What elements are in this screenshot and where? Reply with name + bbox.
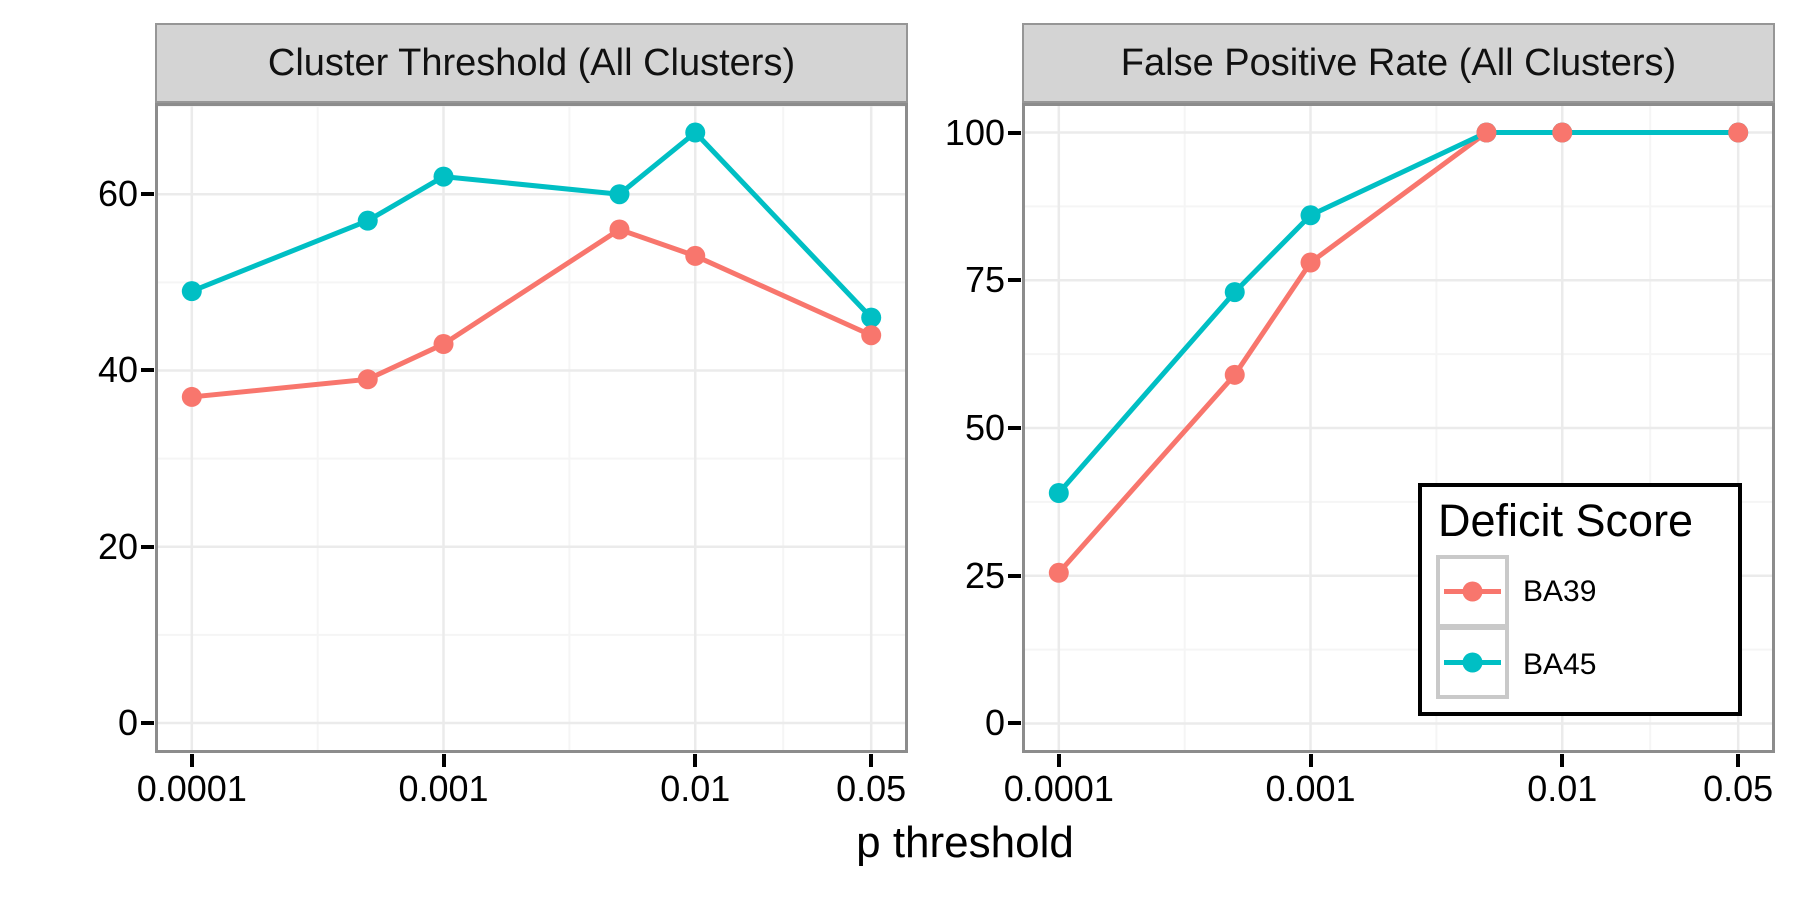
series-point-BA45 — [357, 210, 378, 231]
series-point-BA45 — [861, 307, 882, 328]
series-point-BA45 — [433, 166, 454, 187]
x-tick-mark — [1560, 754, 1565, 767]
series-point-BA39 — [1224, 364, 1245, 385]
legend-key-ba45 — [1436, 626, 1509, 699]
x-tick-mark — [693, 754, 698, 767]
series-point-BA39 — [1728, 122, 1749, 143]
y-tick-label: 50 — [964, 407, 1005, 448]
y-tick-label: 40 — [97, 349, 138, 391]
y-tick-label: 25 — [964, 554, 1005, 596]
series-point-BA39 — [181, 386, 202, 407]
x-tick-mark — [1736, 754, 1741, 767]
y-tick-mark — [141, 544, 154, 549]
y-tick-mark — [141, 368, 154, 373]
x-tick-label: 0.05 — [836, 768, 907, 809]
legend-key-point-BA45 — [1462, 652, 1483, 673]
series-point-BA45 — [1048, 483, 1069, 503]
series-line-BA45 — [189, 130, 874, 321]
series-point-BA45 — [685, 122, 706, 143]
x-tick-label: 0.001 — [1265, 768, 1356, 809]
y-tick-label: 20 — [97, 525, 138, 567]
y-tick-label: 100 — [944, 111, 1005, 153]
facet-strip-false-positive-rate: False Positive Rate (All Clusters) — [1022, 23, 1775, 103]
series-point-BA45 — [181, 281, 202, 302]
y-tick-label: 0 — [117, 702, 138, 744]
x-tick-mark — [189, 754, 194, 767]
x-tick-label: 0.0001 — [1003, 768, 1114, 809]
x-tick-label: 0.001 — [398, 768, 489, 809]
y-tick-mark — [1008, 573, 1021, 578]
x-tick-mark — [869, 754, 874, 767]
panel-border — [155, 103, 908, 753]
x-tick-label: 0.05 — [1703, 768, 1774, 809]
facet-title-false-positive-rate: False Positive Rate (All Clusters) — [1120, 41, 1677, 84]
x-axis-title: p threshold — [856, 818, 1074, 867]
series-point-BA39 — [1300, 252, 1321, 273]
series-point-BA39 — [1476, 122, 1497, 143]
series-point-BA39 — [433, 334, 454, 355]
legend-entry-ba45: BA45 — [1436, 626, 1738, 701]
legend-title: Deficit Score — [1438, 495, 1694, 546]
series-line-BA39 — [189, 226, 874, 400]
panel-cluster-threshold — [155, 103, 908, 753]
legend: Deficit Score BA39 BA45 — [1418, 483, 1742, 716]
y-tick-label: 75 — [964, 259, 1005, 301]
facet-title-cluster-threshold: Cluster Threshold (All Clusters) — [267, 41, 796, 84]
x-tick-label: 0.0001 — [136, 768, 247, 809]
series-point-BA45 — [1300, 205, 1321, 226]
series-point-BA45 — [609, 184, 630, 205]
y-tick-mark — [1008, 426, 1021, 430]
series-line-BA45 — [1056, 130, 1741, 496]
x-tick-mark — [1308, 754, 1313, 767]
series-point-BA39 — [1048, 562, 1069, 583]
series-point-BA45 — [1224, 282, 1245, 303]
panel-border — [1022, 103, 1775, 753]
x-tick-mark — [441, 754, 446, 767]
facet-strip-cluster-threshold: Cluster Threshold (All Clusters) — [155, 23, 908, 103]
y-tick-label: 0 — [984, 702, 1005, 744]
x-tick-label: 0.01 — [1527, 768, 1598, 809]
y-tick-mark — [1008, 278, 1021, 283]
legend-key-point-BA39 — [1462, 581, 1483, 602]
legend-key-ba39 — [1436, 555, 1509, 628]
legend-entry-ba39: BA39 — [1436, 555, 1738, 628]
y-tick-label: 60 — [97, 173, 138, 215]
series-point-BA39 — [685, 245, 706, 266]
series-point-BA39 — [357, 369, 378, 390]
series-point-BA39 — [1552, 122, 1573, 143]
y-tick-mark — [1008, 721, 1021, 726]
y-tick-mark — [1008, 130, 1021, 135]
y-tick-mark — [141, 721, 154, 726]
y-tick-mark — [141, 192, 154, 197]
x-tick-mark — [1056, 754, 1061, 767]
x-tick-label: 0.01 — [660, 768, 731, 809]
series-point-BA39 — [609, 219, 630, 240]
series-point-BA39 — [861, 325, 882, 346]
legend-label-ba39: BA39 — [1523, 574, 1597, 608]
legend-label-ba45: BA45 — [1523, 647, 1597, 681]
